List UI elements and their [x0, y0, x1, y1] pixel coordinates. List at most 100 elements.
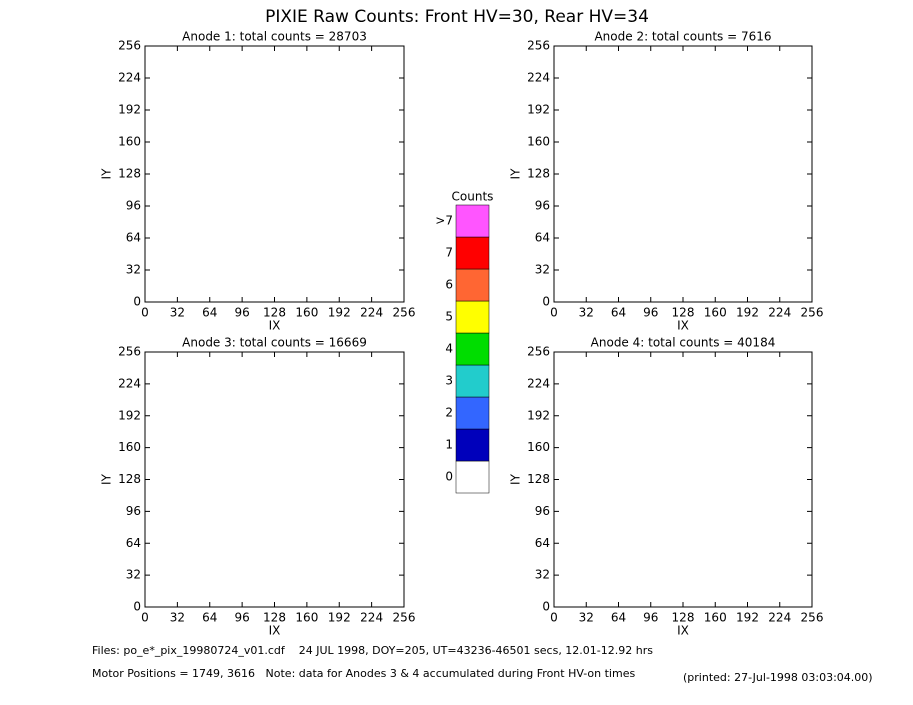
y-tick-label: 160	[527, 440, 550, 454]
y-tick-label: 0	[133, 295, 141, 309]
y-tick-label: 96	[126, 199, 141, 213]
colorbar-label: 4	[445, 342, 453, 356]
x-tick-label: 96	[643, 306, 658, 320]
y-axis-label: IY	[100, 473, 114, 485]
y-tick-label: 256	[527, 39, 550, 53]
y-tick-label: 64	[126, 536, 141, 550]
x-tick-label: 224	[360, 611, 383, 625]
x-tick-label: 0	[141, 611, 149, 625]
y-tick-label: 32	[535, 568, 550, 582]
colorbar-label: 0	[445, 470, 453, 484]
x-tick-label: 128	[672, 611, 695, 625]
x-tick-label: 96	[234, 306, 249, 320]
x-tick-label: 160	[704, 611, 727, 625]
plot-frame	[553, 351, 813, 608]
colorbar-swatch	[455, 300, 490, 334]
x-tick-label: 224	[360, 306, 383, 320]
x-tick-label: 64	[202, 611, 217, 625]
y-tick-label: 224	[527, 376, 550, 390]
panel-title: Anode 3: total counts = 16669	[182, 336, 367, 350]
y-tick-label: 32	[535, 263, 550, 277]
panel-title: Anode 1: total counts = 28703	[182, 30, 367, 44]
x-tick-label: 64	[611, 611, 626, 625]
plot-frame	[144, 351, 405, 608]
y-tick-label: 192	[118, 103, 141, 117]
x-tick-label: 32	[579, 611, 594, 625]
colorbar-swatch	[455, 428, 490, 462]
figure-title: PIXIE Raw Counts: Front HV=30, Rear HV=3…	[265, 7, 649, 27]
y-tick-label: 192	[118, 408, 141, 422]
colorbar-swatch	[455, 364, 490, 398]
printed-note: (printed: 27-Jul-1998 03:03:04.00)	[683, 671, 873, 684]
y-tick-label: 224	[118, 376, 141, 390]
y-tick-label: 192	[527, 103, 550, 117]
y-tick-label: 160	[118, 135, 141, 149]
x-axis-label: IX	[269, 624, 281, 638]
x-tick-label: 128	[263, 611, 286, 625]
x-tick-label: 192	[328, 611, 351, 625]
y-axis-label: IY	[509, 473, 523, 485]
plot-frame	[144, 45, 405, 303]
colorbar-title: Counts	[452, 190, 494, 204]
y-tick-label: 192	[527, 408, 550, 422]
y-tick-label: 32	[126, 263, 141, 277]
colorbar-swatch	[455, 236, 490, 270]
colorbar-swatch	[455, 332, 490, 366]
y-tick-label: 128	[118, 472, 141, 486]
y-tick-label: 96	[126, 504, 141, 518]
y-tick-label: 224	[118, 71, 141, 85]
x-tick-label: 96	[643, 611, 658, 625]
x-tick-label: 160	[704, 306, 727, 320]
x-tick-label: 64	[202, 306, 217, 320]
y-tick-label: 96	[535, 199, 550, 213]
panel-title: Anode 4: total counts = 40184	[591, 336, 776, 350]
x-tick-label: 128	[672, 306, 695, 320]
colorbar-label: 2	[445, 406, 453, 420]
y-tick-label: 0	[542, 600, 550, 614]
y-tick-label: 224	[527, 71, 550, 85]
colorbar-label: 1	[445, 438, 453, 452]
x-tick-label: 0	[141, 306, 149, 320]
colorbar-swatch	[455, 396, 490, 430]
y-tick-label: 64	[535, 536, 550, 550]
x-tick-label: 224	[768, 306, 791, 320]
colorbar-swatch	[455, 204, 490, 238]
x-tick-label: 32	[170, 611, 185, 625]
x-axis-label: IX	[677, 624, 689, 638]
x-tick-label: 32	[170, 306, 185, 320]
y-tick-label: 0	[133, 600, 141, 614]
colorbar-label: 5	[445, 310, 453, 324]
plot-frame	[553, 45, 813, 303]
y-tick-label: 160	[118, 440, 141, 454]
y-tick-label: 256	[527, 345, 550, 359]
x-tick-label: 0	[550, 611, 558, 625]
x-tick-label: 256	[801, 306, 824, 320]
x-tick-label: 128	[263, 306, 286, 320]
footer-line: Files: po_e*_pix_19980724_v01.cdf 24 JUL…	[92, 644, 653, 657]
footer-line: Motor Positions = 1749, 3616 Note: data …	[92, 667, 635, 680]
y-tick-label: 128	[118, 167, 141, 181]
x-tick-label: 192	[736, 306, 759, 320]
colorbar-label: 7	[445, 246, 453, 260]
x-tick-label: 256	[801, 611, 824, 625]
x-axis-label: IX	[677, 319, 689, 333]
colorbar-swatch	[455, 268, 490, 302]
y-tick-label: 64	[126, 231, 141, 245]
y-axis-label: IY	[509, 168, 523, 180]
x-tick-label: 160	[295, 611, 318, 625]
colorbar-swatch	[455, 460, 490, 494]
x-tick-label: 224	[768, 611, 791, 625]
x-tick-label: 96	[234, 611, 249, 625]
y-axis-label: IY	[100, 168, 114, 180]
y-tick-label: 128	[527, 167, 550, 181]
x-tick-label: 64	[611, 306, 626, 320]
x-tick-label: 160	[295, 306, 318, 320]
y-tick-label: 64	[535, 231, 550, 245]
panel-title: Anode 2: total counts = 7616	[594, 30, 771, 44]
y-tick-label: 0	[542, 295, 550, 309]
x-tick-label: 256	[393, 306, 416, 320]
colorbar-label: 3	[445, 374, 453, 388]
x-tick-label: 256	[393, 611, 416, 625]
y-tick-label: 128	[527, 472, 550, 486]
